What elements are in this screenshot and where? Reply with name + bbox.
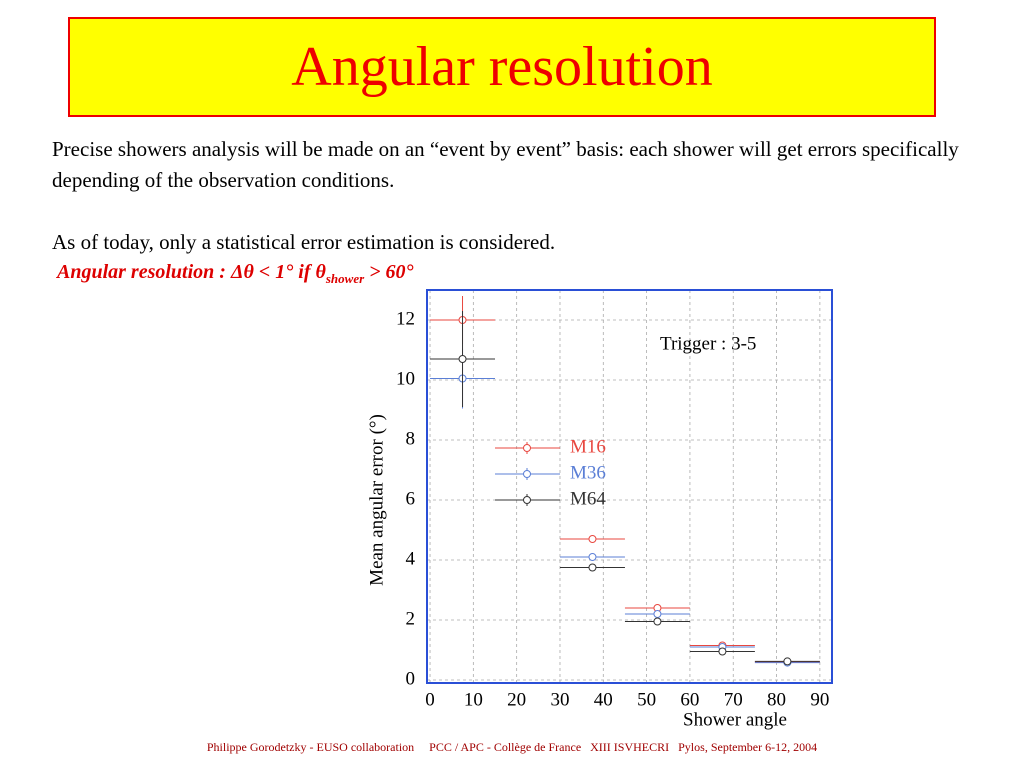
y-axis-label: Mean angular error (°)	[366, 414, 387, 586]
highlight-text: Angular resolution : Δθ < 1° if θ	[57, 261, 326, 283]
y-tick-label: 0	[406, 668, 416, 689]
point	[588, 553, 597, 561]
point	[588, 535, 597, 543]
y-tick-label: 10	[396, 368, 415, 389]
point	[718, 647, 727, 656]
paragraph: Precise showers analysis will be made on…	[52, 137, 959, 192]
annotation: Trigger : 3-5	[660, 333, 756, 354]
x-tick-label: 90	[810, 689, 829, 710]
y-tick-label: 2	[406, 608, 416, 629]
x-axis-label: Shower angle	[683, 709, 787, 730]
highlight-text: > 60°	[364, 261, 414, 283]
legend-label: M64	[570, 488, 606, 509]
footer: Philippe Gorodetzky - EUSO collaboration…	[206, 740, 818, 754]
slide-title: Angular resolution	[68, 17, 936, 117]
x-tick-label: 50	[637, 689, 656, 710]
plot-frame	[426, 289, 833, 684]
x-tick-label: 0	[425, 689, 435, 710]
point	[588, 563, 597, 572]
x-tick-label: 10	[464, 689, 483, 710]
x-tick-label: 80	[767, 689, 786, 710]
subscript: shower	[325, 271, 365, 286]
x-tick-label: 40	[594, 689, 613, 710]
highlight: Angular resolution : Δθ < 1° if θshower …	[57, 261, 414, 287]
legend-marker	[523, 470, 531, 478]
paragraph: As of today, only a statistical error es…	[52, 230, 556, 254]
legend-label: M36	[570, 462, 606, 483]
y-tick-label: 4	[406, 548, 416, 569]
x-tick-label: 60	[680, 689, 699, 710]
point	[653, 617, 662, 626]
y-tick-label: 12	[396, 308, 415, 329]
legend-marker	[523, 444, 531, 452]
point	[783, 657, 792, 666]
x-tick-label: 30	[550, 689, 569, 710]
point	[458, 355, 467, 363]
point	[653, 610, 662, 618]
y-tick-label: 6	[406, 488, 416, 509]
legend-label: M16	[570, 436, 606, 457]
x-tick-label: 20	[507, 689, 526, 710]
y-tick-label: 8	[406, 428, 416, 449]
legend-marker	[523, 496, 531, 504]
x-tick-label: 70	[724, 689, 743, 710]
